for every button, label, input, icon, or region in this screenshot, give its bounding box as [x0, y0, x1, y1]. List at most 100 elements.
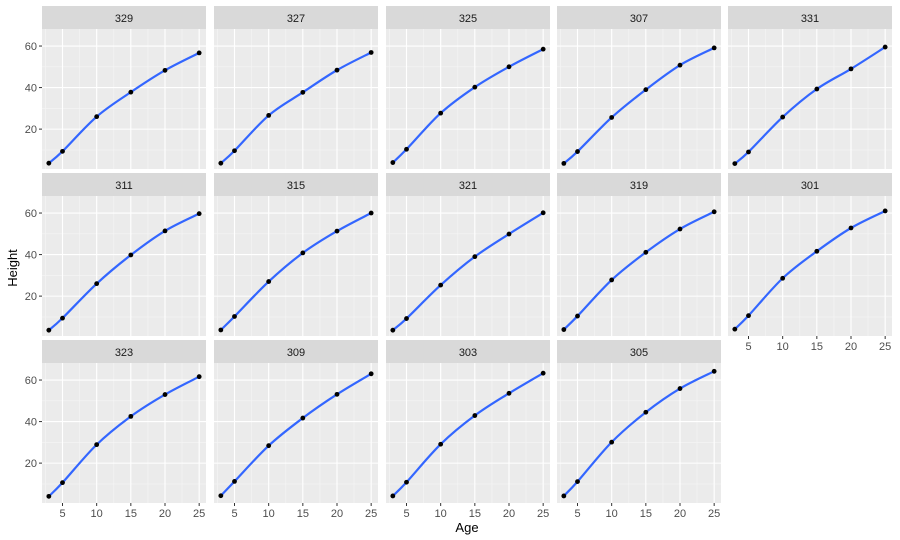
x-tick-label: 10 — [91, 508, 103, 520]
data-point — [643, 249, 649, 255]
facet-strip-label: 307 — [630, 13, 648, 25]
data-point — [300, 250, 306, 256]
data-point — [677, 62, 683, 68]
x-tick-label: 10 — [777, 341, 789, 353]
facet-panel-323: 323 — [42, 340, 206, 503]
y-tick-label: 60 — [25, 375, 37, 387]
facet-strip — [386, 6, 550, 29]
data-point — [561, 327, 567, 332]
data-point — [94, 442, 100, 448]
data-point — [540, 46, 546, 52]
facet-panel-319: 319 — [557, 173, 721, 336]
facet-strip — [214, 6, 378, 29]
y-tick-label: 40 — [25, 250, 37, 262]
data-point — [390, 160, 396, 165]
data-point — [404, 316, 409, 321]
data-point — [196, 374, 202, 380]
x-tick-label: 25 — [365, 508, 377, 520]
x-tick-label: 20 — [845, 341, 857, 353]
facet-strip-label: 303 — [459, 347, 477, 359]
data-point — [162, 392, 168, 397]
series-line-311 — [47, 212, 201, 332]
facet-panel-327: 327 — [214, 6, 378, 169]
data-point — [60, 315, 65, 321]
data-point — [334, 391, 340, 397]
facet-strip — [386, 340, 550, 363]
facet-panel-305: 305 — [557, 340, 721, 503]
facet-panel-307: 307 — [557, 6, 721, 169]
panel-background — [42, 363, 206, 503]
y-tick-label: 20 — [25, 458, 37, 470]
data-point — [848, 66, 854, 72]
x-tick-label: 25 — [193, 508, 205, 520]
x-tick-label: 25 — [708, 508, 720, 520]
facet-strip — [214, 173, 378, 196]
facet-strip — [728, 173, 892, 196]
x-tick-label: 5 — [59, 508, 65, 520]
data-point — [368, 210, 374, 216]
y-tick-label: 40 — [25, 417, 37, 429]
data-point — [128, 252, 134, 258]
facet-strip-label: 323 — [115, 347, 133, 359]
series-line-321 — [391, 211, 545, 332]
data-point — [368, 50, 374, 55]
data-point — [540, 370, 546, 376]
x-tick-label: 10 — [606, 508, 618, 520]
y-tick-label: 20 — [25, 124, 37, 136]
data-point — [334, 67, 340, 73]
data-point — [404, 146, 409, 152]
data-point — [711, 368, 717, 374]
y-tick-label: 60 — [25, 208, 37, 220]
data-point — [266, 279, 272, 284]
data-point — [609, 439, 615, 445]
data-point — [732, 161, 738, 167]
facet-strip — [728, 6, 892, 29]
data-point — [609, 115, 615, 120]
facet-strip — [557, 6, 721, 29]
data-point — [575, 479, 580, 485]
data-point — [60, 148, 65, 154]
data-point — [711, 45, 717, 51]
data-point — [575, 313, 580, 319]
data-point — [300, 89, 306, 95]
data-point — [232, 314, 237, 319]
y-axis-title: Height — [5, 249, 20, 287]
x-tick-label: 20 — [503, 508, 515, 520]
data-point — [266, 113, 272, 118]
data-point — [472, 413, 478, 418]
facet-panel-301: 301 — [728, 173, 892, 336]
series-line-323 — [47, 375, 201, 498]
facet-panel-311: 311 — [42, 173, 206, 336]
data-point — [848, 225, 854, 231]
data-point — [677, 226, 683, 232]
facet-panel-315: 315 — [214, 173, 378, 336]
data-point — [561, 493, 567, 499]
facet-panel-303: 303 — [386, 340, 550, 503]
facet-strip-label: 321 — [459, 180, 477, 192]
data-point — [711, 209, 717, 215]
facet-strip-label: 305 — [630, 347, 648, 359]
data-point — [390, 327, 396, 333]
x-tick-label: 10 — [263, 508, 275, 520]
data-point — [46, 327, 52, 333]
series-line-305 — [562, 370, 716, 498]
facet-strip — [42, 173, 206, 196]
data-point — [334, 228, 340, 234]
data-point — [677, 386, 683, 391]
series-line-327 — [219, 51, 373, 165]
data-point — [643, 409, 649, 415]
x-tick-label: 15 — [125, 508, 137, 520]
facet-strip — [557, 340, 721, 363]
panel-background — [557, 363, 721, 503]
y-tick-label: 60 — [25, 41, 37, 53]
data-point — [368, 371, 374, 377]
data-point — [506, 390, 512, 396]
data-point — [814, 248, 820, 254]
series-line-325 — [391, 48, 545, 164]
series-line-329 — [47, 51, 201, 165]
data-point — [780, 114, 786, 120]
x-tick-label: 20 — [331, 508, 343, 520]
data-point — [232, 479, 237, 484]
data-point — [746, 149, 751, 155]
data-point — [472, 254, 478, 260]
